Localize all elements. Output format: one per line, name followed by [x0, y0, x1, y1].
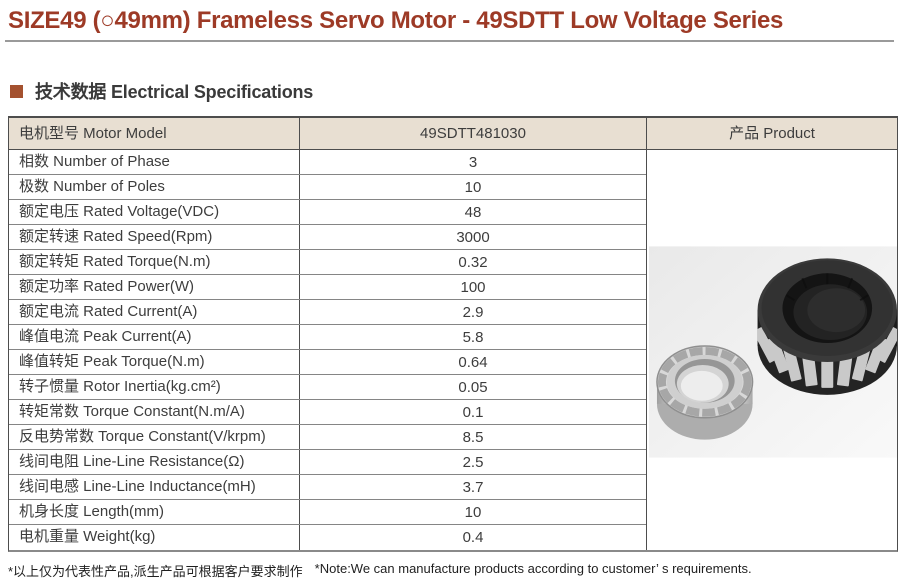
spec-value: 48 — [464, 203, 482, 221]
spec-label: 电机重量 Weight(kg) — [9, 525, 300, 550]
spec-label: 相数 Number of Phase — [9, 150, 300, 174]
spec-value: 0.4 — [462, 529, 484, 546]
spec-label: 额定功率 Rated Power(W) — [9, 275, 300, 299]
spec-value: 3.7 — [462, 478, 484, 496]
spec-value: 2.5 — [462, 453, 484, 471]
spec-label: 额定电压 Rated Voltage(VDC) — [9, 200, 300, 224]
spec-table-body: 相数 Number of Phase 3 极数 Number of Poles … — [9, 150, 897, 550]
spec-value: 0.32 — [458, 253, 488, 271]
spec-label: 极数 Number of Poles — [9, 175, 300, 199]
spec-table-header-row: 电机型号 Motor Model 49SDTT481030 产品 Product — [9, 118, 897, 150]
spec-row: 额定电压 Rated Voltage(VDC) 48 — [9, 200, 646, 225]
spec-value: 3 — [468, 153, 478, 171]
spec-label: 线间电感 Line-Line Inductance(mH) — [9, 475, 300, 499]
title-divider — [5, 40, 894, 42]
motor-product-image — [648, 246, 897, 458]
rotor-illustration — [656, 345, 754, 440]
spec-row: 线间电感 Line-Line Inductance(mH) 3.7 — [9, 475, 646, 500]
spec-row: 额定功率 Rated Power(W) 100 — [9, 275, 646, 300]
header-product: 产品 Product — [729, 125, 815, 142]
section-bullet-icon — [10, 84, 23, 98]
spec-label: 峰值电流 Peak Current(A) — [9, 325, 300, 349]
spec-label: 额定转矩 Rated Torque(N.m) — [9, 250, 300, 274]
spec-value: 10 — [464, 178, 482, 196]
section-heading: 技术数据 Electrical Specifications — [10, 78, 900, 104]
footnote-en: *Note:We can manufacture products accord… — [314, 561, 752, 576]
spec-row: 电机重量 Weight(kg) 0.4 — [9, 525, 646, 550]
spec-row: 机身长度 Length(mm) 10 — [9, 500, 646, 525]
header-motor-model: 电机型号 Motor Model — [9, 118, 300, 149]
spec-row: 峰值转矩 Peak Torque(N.m) 0.64 — [9, 350, 646, 375]
spec-label: 额定电流 Rated Current(A) — [9, 300, 300, 324]
page-title: SIZE49 (○49mm) Frameless Servo Motor - 4… — [8, 7, 784, 34]
spec-row: 峰值电流 Peak Current(A) 5.8 — [9, 325, 646, 350]
spec-label: 额定转速 Rated Speed(Rpm) — [9, 225, 300, 249]
footnote: *以上仅为代表性产品,派生产品可根据客户要求制作 *Note:We can ma… — [8, 561, 900, 580]
spec-row: 相数 Number of Phase 3 — [9, 150, 646, 175]
section-heading-label: 技术数据 Electrical Specifications — [35, 82, 314, 102]
spec-table-rows: 相数 Number of Phase 3 极数 Number of Poles … — [9, 150, 647, 550]
spec-value: 0.64 — [458, 353, 488, 371]
spec-row: 额定电流 Rated Current(A) 2.9 — [9, 300, 646, 325]
spec-row: 极数 Number of Poles 10 — [9, 175, 646, 200]
spec-value: 100 — [460, 278, 486, 296]
spec-label: 峰值转矩 Peak Torque(N.m) — [9, 350, 300, 374]
spec-value: 0.1 — [462, 403, 484, 421]
stator-illustration — [757, 258, 897, 395]
spec-label: 反电势常数 Torque Constant(V/krpm) — [9, 425, 300, 449]
spec-row: 转子惯量 Rotor Inertia(kg.cm²) 0.05 — [9, 375, 646, 400]
spec-label: 转子惯量 Rotor Inertia(kg.cm²) — [9, 375, 300, 399]
spec-row: 线间电阻 Line-Line Resistance(Ω) 2.5 — [9, 450, 646, 475]
spec-row: 额定转速 Rated Speed(Rpm) 3000 — [9, 225, 646, 250]
spec-label: 线间电阻 Line-Line Resistance(Ω) — [9, 450, 300, 474]
spec-row: 反电势常数 Torque Constant(V/krpm) 8.5 — [9, 425, 646, 450]
product-cell — [647, 150, 897, 550]
spec-label: 机身长度 Length(mm) — [9, 500, 300, 524]
page: SIZE49 (○49mm) Frameless Servo Motor - 4… — [0, 6, 900, 584]
spec-value: 0.05 — [458, 378, 488, 396]
spec-value: 2.9 — [462, 303, 484, 321]
header-model-number: 49SDTT481030 — [300, 118, 647, 149]
spec-value: 8.5 — [462, 428, 484, 446]
spec-row: 额定转矩 Rated Torque(N.m) 0.32 — [9, 250, 646, 275]
spec-value: 10 — [464, 503, 482, 521]
spec-value: 3000 — [456, 228, 490, 246]
spec-table: 电机型号 Motor Model 49SDTT481030 产品 Product… — [8, 116, 898, 552]
spec-value: 5.8 — [462, 328, 484, 346]
spec-label: 转矩常数 Torque Constant(N.m/A) — [9, 400, 300, 424]
footnote-cn: *以上仅为代表性产品,派生产品可根据客户要求制作 — [8, 564, 303, 579]
spec-row: 转矩常数 Torque Constant(N.m/A) 0.1 — [9, 400, 646, 425]
